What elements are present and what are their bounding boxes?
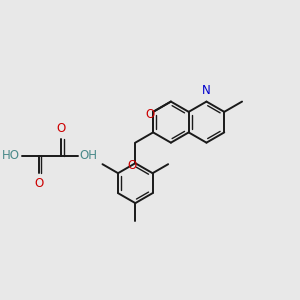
Text: OH: OH [80,149,98,162]
Text: HO: HO [2,149,20,162]
Text: O: O [128,159,137,172]
Text: O: O [56,122,65,135]
Text: O: O [34,177,44,190]
Text: O: O [146,108,155,121]
Text: N: N [202,85,211,98]
